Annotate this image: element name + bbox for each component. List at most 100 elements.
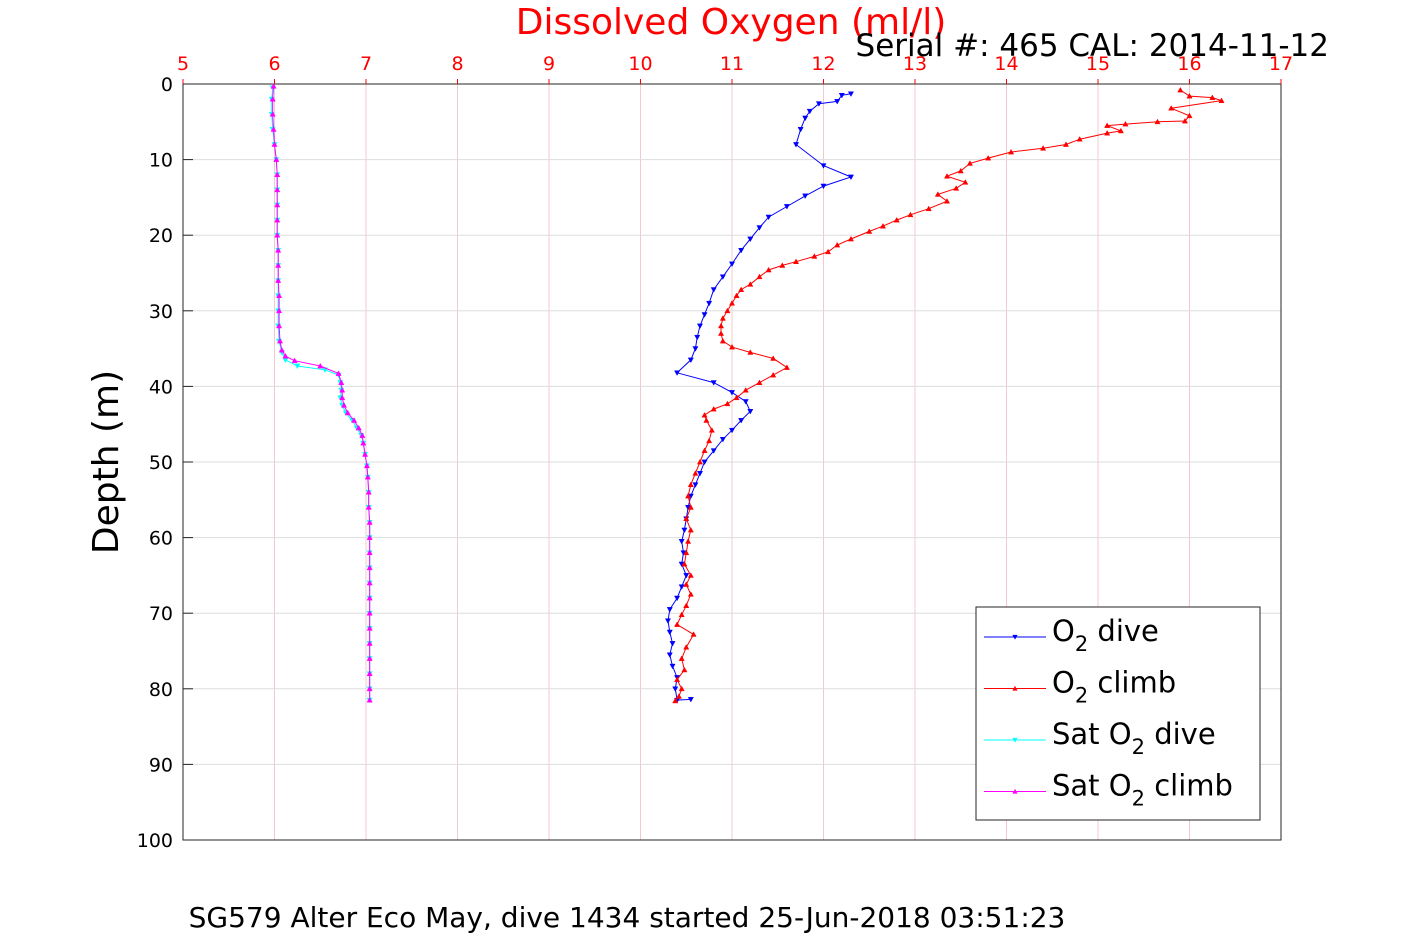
data-point [966, 160, 973, 166]
data-point [756, 379, 763, 385]
x-tick-label: 8 [451, 53, 463, 75]
data-point [696, 471, 703, 477]
series-line [667, 93, 853, 701]
data-point [269, 96, 276, 102]
data-point [866, 228, 873, 234]
data-point [710, 380, 717, 386]
y-tick-label: 90 [149, 754, 173, 776]
x-tick-label: 16 [1177, 53, 1201, 75]
data-point [1076, 136, 1083, 142]
data-point [276, 307, 283, 314]
legend-entry: O2 dive [984, 614, 1159, 656]
data-point [747, 409, 754, 415]
data-point [765, 214, 772, 221]
y-axis-label: Depth (m) [86, 370, 127, 554]
data-point [708, 427, 715, 433]
data-point [678, 655, 685, 661]
data-point [687, 357, 694, 364]
data-point [270, 83, 277, 89]
data-point [362, 451, 369, 457]
data-point [683, 602, 690, 608]
x-tick-label: 7 [360, 53, 372, 75]
data-point [770, 371, 777, 378]
data-point [797, 127, 804, 133]
data-point [820, 163, 827, 169]
data-point [985, 154, 992, 161]
legend-swatch-marker [1012, 634, 1018, 640]
data-point [1062, 141, 1069, 147]
legend-label: O2 climb [1052, 666, 1176, 708]
data-point [341, 402, 348, 408]
data-point [274, 171, 281, 178]
data-point [1186, 92, 1193, 99]
legend-label: O2 dive [1052, 614, 1159, 656]
legend: O2 dive O2 climb Sat O2 dive Sat O2 climb [975, 606, 1261, 821]
data-point [1117, 127, 1124, 134]
data-point [1218, 97, 1225, 103]
data-point [683, 549, 690, 556]
data-point [338, 379, 345, 385]
data-point [366, 594, 373, 601]
data-point [664, 618, 671, 624]
dive-info-footer: SG579 Alter Eco May, dive 1434 started 2… [189, 901, 1066, 934]
data-point [701, 312, 708, 318]
x-tick-label: 9 [543, 53, 555, 75]
data-point [944, 173, 951, 179]
data-point [738, 286, 745, 292]
chart-title: Dissolved Oxygen (ml/l) [516, 2, 947, 43]
data-point [274, 186, 281, 193]
x-tick-label: 14 [994, 53, 1018, 75]
x-tick-label: 13 [903, 53, 927, 75]
data-point [893, 216, 900, 223]
data-point [294, 363, 301, 370]
data-point [366, 640, 373, 646]
data-point [742, 399, 749, 405]
data-point [728, 261, 736, 268]
data-point [683, 573, 690, 579]
data-point [847, 174, 854, 181]
data-point [366, 579, 373, 586]
x-axis-ticks: 5 6 7 8 9 10 11 12 13 14 15 16 17 [177, 53, 1293, 84]
data-point [802, 193, 809, 200]
data-point [274, 232, 281, 238]
data-point [687, 481, 694, 488]
data-point [275, 247, 282, 253]
data-point [276, 322, 283, 329]
data-point [779, 262, 786, 268]
data-point [687, 572, 694, 578]
data-point [783, 204, 790, 210]
series-o2-climb [672, 86, 1225, 704]
data-point [683, 581, 690, 587]
data-point [703, 417, 710, 423]
data-point [335, 370, 342, 376]
data-point [366, 519, 373, 525]
data-point [724, 400, 731, 407]
data-point [1104, 130, 1111, 136]
y-tick-label: 40 [149, 376, 173, 398]
data-point [957, 167, 964, 174]
data-point [953, 185, 960, 191]
data-point [742, 387, 749, 393]
x-tick-label: 15 [1086, 53, 1110, 75]
data-point [666, 652, 673, 658]
data-point [747, 236, 754, 243]
data-point [344, 409, 351, 416]
data-point [847, 91, 854, 97]
data-point [1154, 118, 1161, 125]
y-tick-label: 60 [149, 528, 173, 550]
series-sat-o2-climb [269, 83, 373, 703]
data-point [365, 504, 372, 510]
data-point [802, 115, 809, 122]
data-point [672, 697, 679, 704]
legend-label: Sat O2 dive [1052, 717, 1216, 759]
data-point [366, 610, 373, 616]
data-point [692, 470, 699, 476]
legend-entry: Sat O2 dive [984, 717, 1216, 759]
data-point [273, 156, 280, 162]
data-point [666, 607, 673, 613]
legend-box [975, 606, 1261, 821]
data-point [669, 663, 676, 670]
series-layer [268, 83, 1225, 704]
y-tick-label: 30 [149, 301, 173, 323]
data-point [738, 247, 745, 254]
